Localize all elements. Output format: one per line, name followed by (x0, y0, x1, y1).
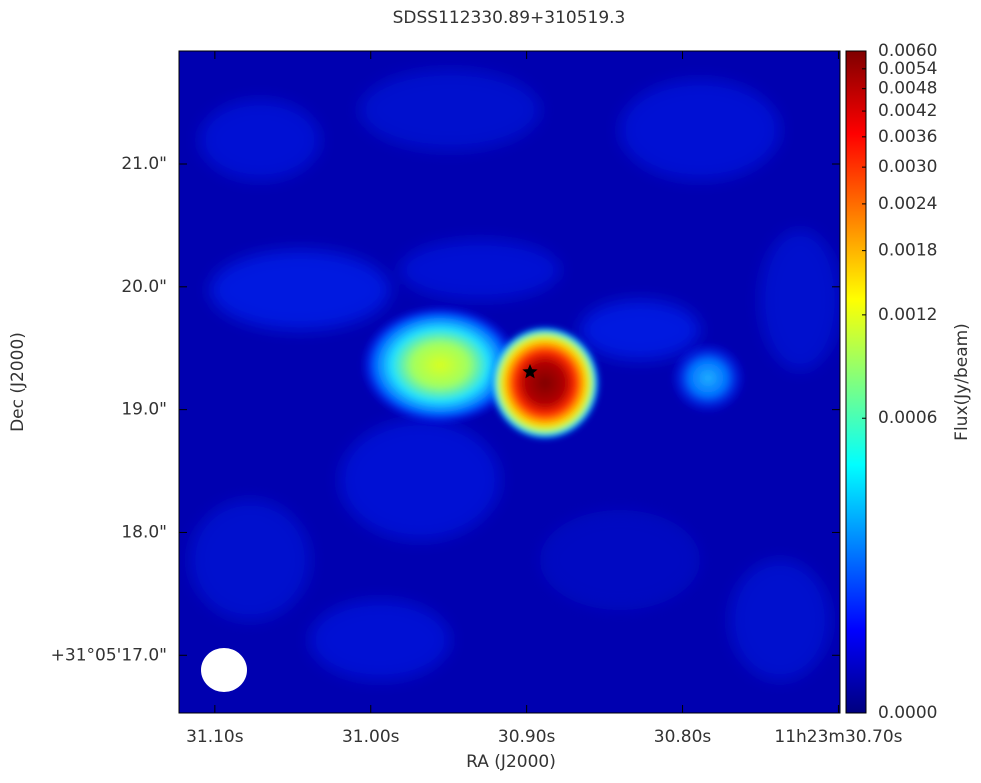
flux-image (179, 51, 840, 713)
x-tick-label: 11h23m30.70s (774, 727, 902, 747)
source-marker (522, 364, 538, 379)
y-tick-label: 18.0" (121, 522, 167, 542)
colorbar-tick-label: 0.0060 (878, 41, 937, 61)
y-axis-label: Dec (J2000) (8, 332, 28, 432)
colorbar-label: Flux(Jy/beam) (952, 323, 972, 441)
y-tick-label: 21.0" (121, 154, 167, 174)
colorbar-tick-label: 0.0006 (878, 408, 937, 428)
colorbar-tick-label: 0.0048 (878, 79, 937, 99)
colorbar-tick-label: 0.0054 (878, 59, 937, 79)
y-tick-label: 20.0" (121, 277, 167, 297)
beam (201, 648, 247, 692)
colorbar-tick-label: 0.0012 (878, 305, 937, 325)
y-tick-label: +31°05'17.0" (51, 645, 167, 665)
x-tick-label: 30.80s (654, 727, 712, 747)
colorbar-tick-label: 0.0030 (878, 157, 937, 177)
x-axis-label: RA (J2000) (466, 752, 556, 772)
x-tick-label: 30.90s (498, 727, 556, 747)
colorbar-tick-label: 0.0000 (878, 703, 937, 723)
x-tick-label: 31.10s (186, 727, 244, 747)
y-tick-label: 19.0" (121, 400, 167, 420)
colorbar-tick-label: 0.0018 (878, 241, 937, 261)
x-tick-label: 31.00s (342, 727, 400, 747)
plot-frame (178, 50, 841, 714)
title: SDSS112330.89+310519.3 (393, 8, 626, 28)
colorbar-tick-label: 0.0042 (878, 101, 937, 121)
colorbar-tick-label: 0.0036 (878, 127, 937, 147)
colorbar-tick-label: 0.0024 (878, 194, 937, 214)
colorbar (845, 50, 867, 714)
